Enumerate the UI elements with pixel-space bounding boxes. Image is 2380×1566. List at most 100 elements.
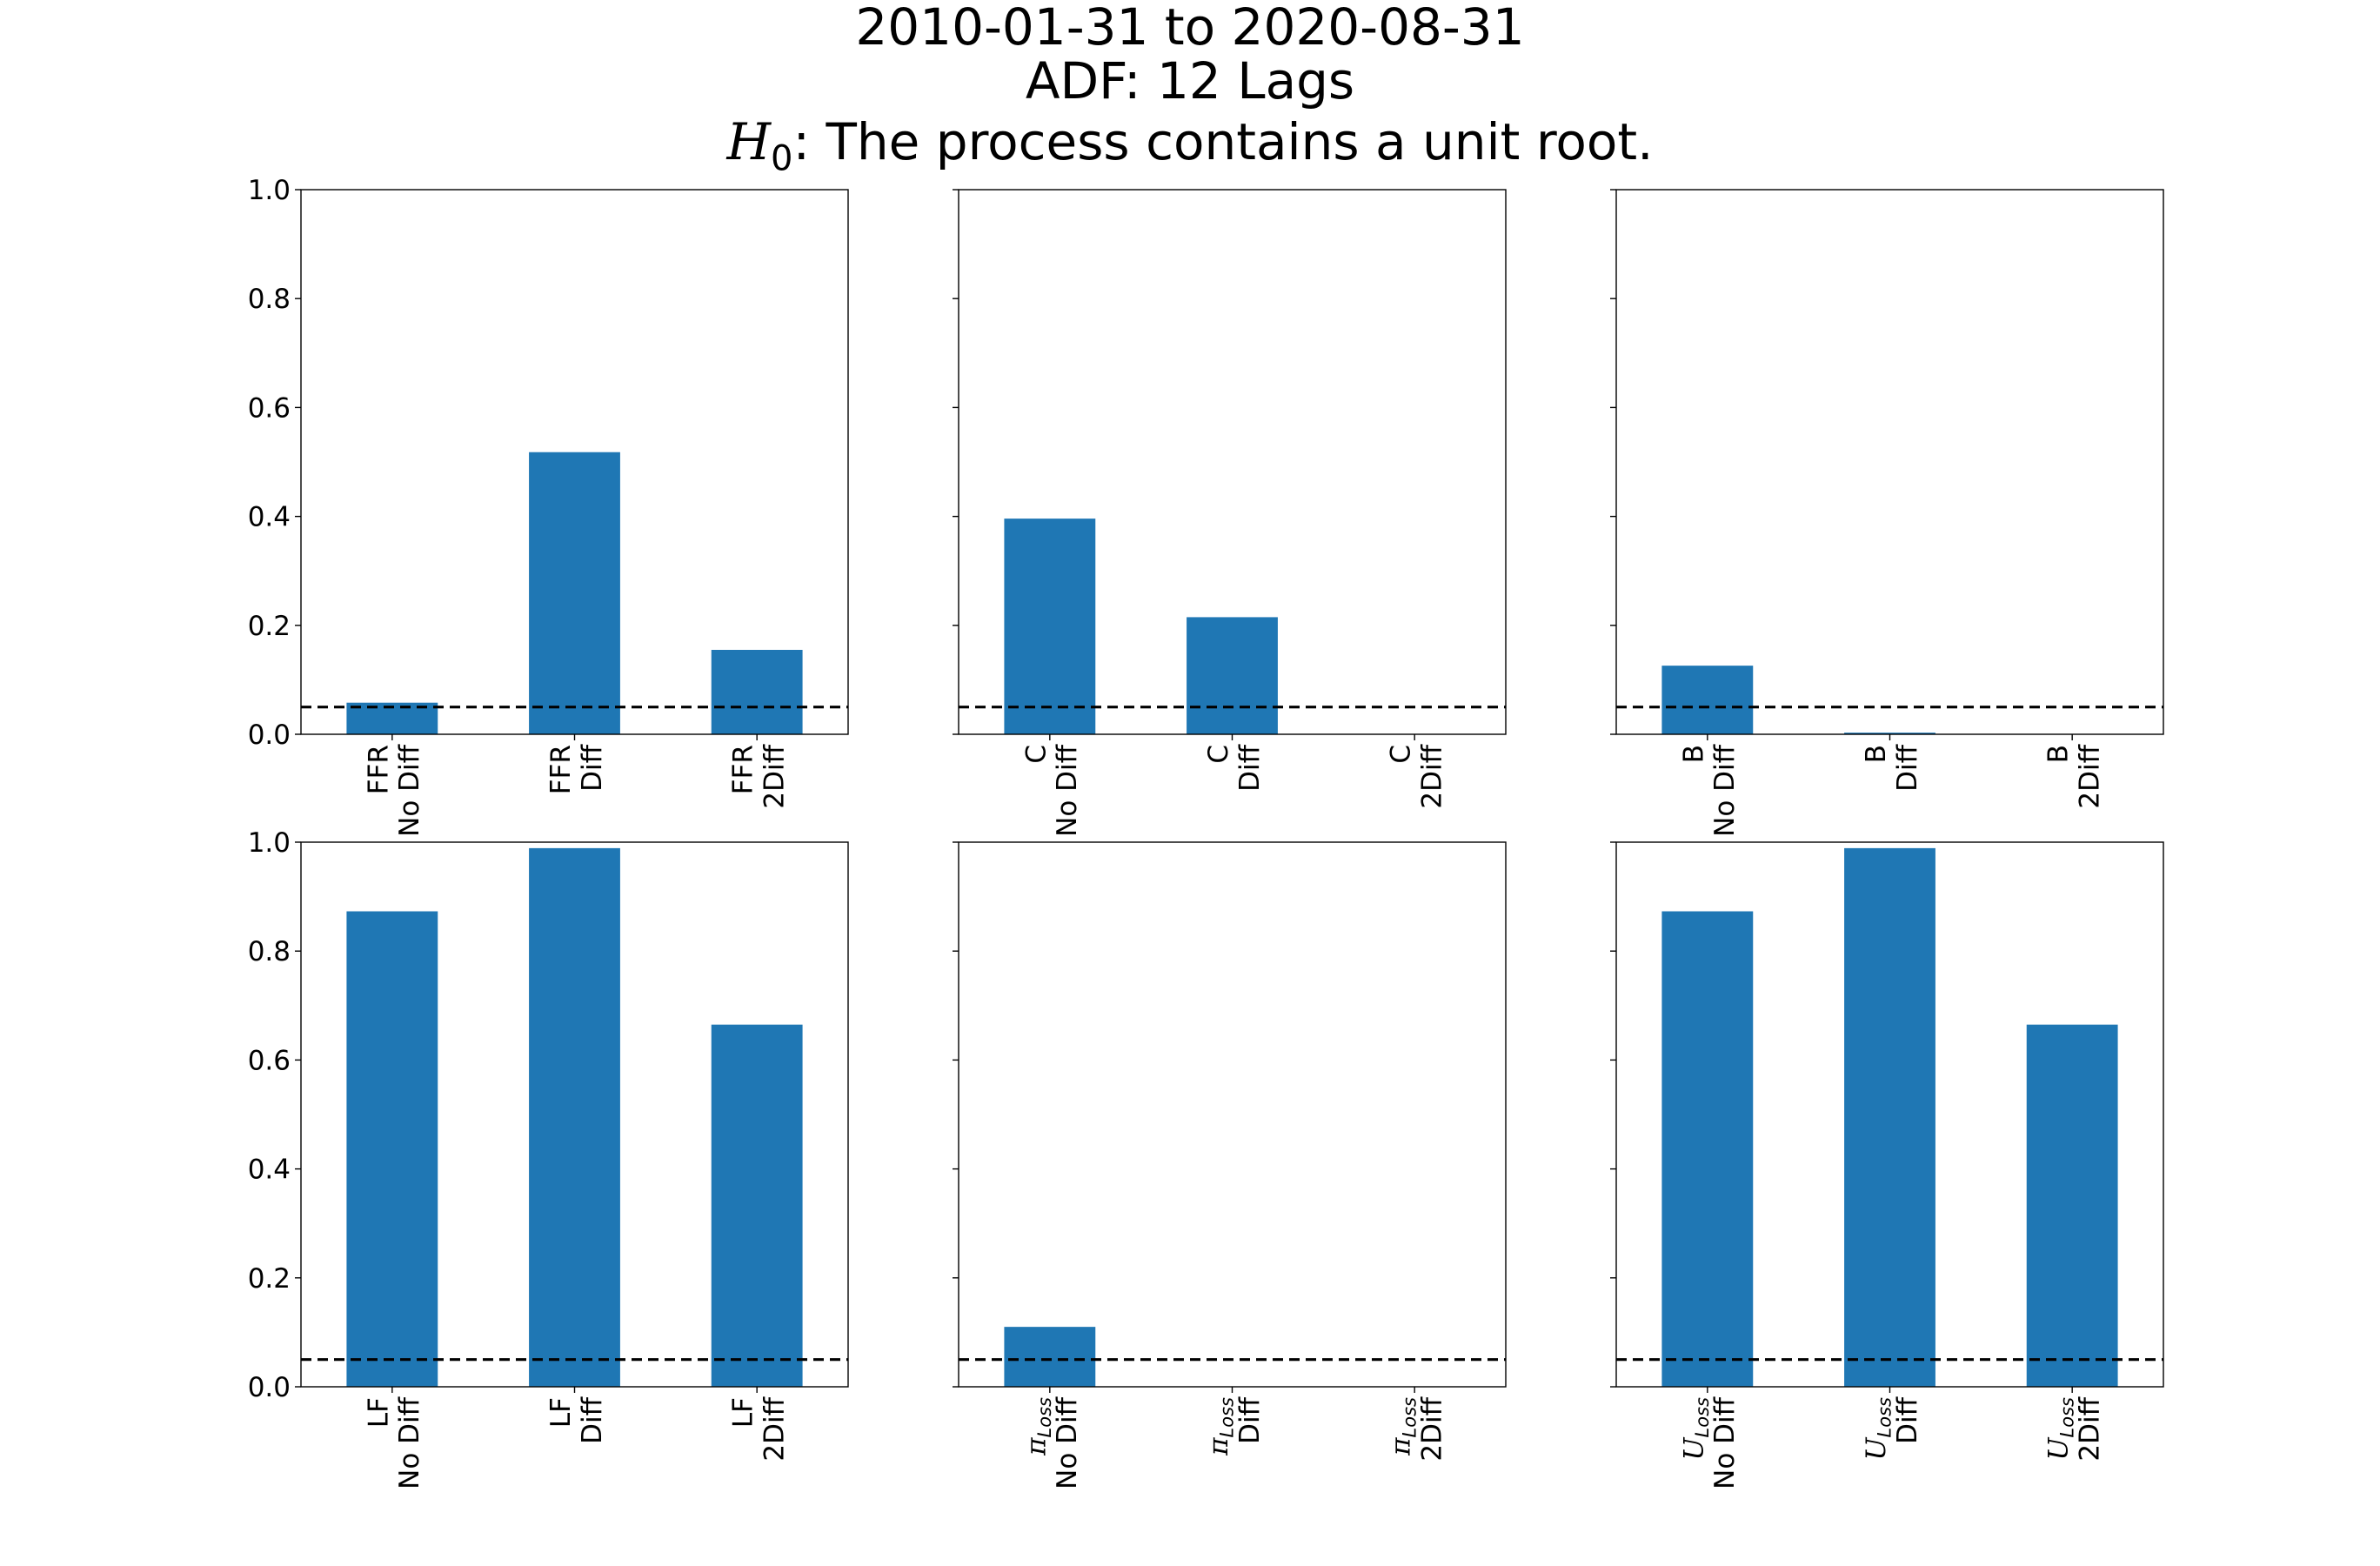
x-tick-label: LFNo Diff — [363, 1396, 425, 1489]
bar — [1661, 911, 1754, 1387]
x-tick-label-diff: No Diff — [1709, 744, 1741, 836]
x-tick-label: CDiff — [1203, 744, 1266, 791]
x-tick-label: FFRNo Diff — [363, 744, 425, 836]
x-tick-label: ULossDiff — [1861, 1396, 1923, 1460]
x-tick-label-variable: LF — [728, 1397, 759, 1428]
bar — [711, 1024, 803, 1387]
x-tick-label: πLoss2Diff — [1386, 1396, 1448, 1461]
y-tick-label: 0.0 — [248, 1372, 291, 1403]
bar — [711, 649, 803, 734]
x-tick-label: CNo Diff — [1020, 744, 1083, 836]
y-tick-label: 0.8 — [248, 936, 291, 967]
y-tick-label: 0.6 — [248, 392, 291, 424]
variable-subscript: Loss — [1399, 1397, 1420, 1437]
x-tick-label-variable: πLoss — [1386, 1397, 1421, 1456]
x-tick-label-diff: Diff — [577, 1396, 608, 1443]
x-tick-label-variable: LF — [363, 1397, 394, 1428]
y-tick-label: 1.0 — [248, 827, 291, 859]
hypothesis-text: : The process contains a unit root. — [792, 112, 1654, 171]
x-tick-label-variable: B — [1861, 745, 1892, 763]
variable-symbol: U — [1678, 1437, 1709, 1461]
variable-subscript: Loss — [1692, 1397, 1713, 1437]
x-tick-label-diff: No Diff — [394, 1396, 425, 1489]
chart-title-line-3: H0: The process contains a unit root. — [0, 117, 2380, 177]
hypothesis-symbol: H — [726, 112, 772, 171]
x-tick-label-diff: No Diff — [1052, 744, 1083, 836]
x-tick-label-variable: C — [1203, 745, 1234, 764]
variable-subscript: Loss — [1034, 1397, 1055, 1437]
y-tick-label: 0.4 — [248, 502, 291, 533]
variable-symbol: π — [1386, 1437, 1417, 1456]
x-tick-label-diff: No Diff — [394, 744, 425, 836]
variable-symbol: U — [1861, 1437, 1892, 1461]
axes-frame — [1615, 189, 2164, 735]
x-tick-label-variable: FFR — [545, 745, 577, 794]
x-tick-label: ULoss2Diff — [2043, 1396, 2106, 1461]
bar — [529, 847, 620, 1387]
axes-frame — [958, 841, 1507, 1388]
x-tick-label-diff: Diff — [1892, 1396, 1923, 1443]
x-tick-label-diff: 2Diff — [1417, 744, 1448, 808]
bar — [1187, 617, 1278, 734]
x-tick-label-variable: ULoss — [1861, 1397, 1895, 1461]
x-tick-label-diff: 2Diff — [759, 744, 791, 808]
x-tick-label: FFRDiff — [545, 744, 608, 794]
variable-symbol: U — [2043, 1437, 2075, 1461]
x-tick-label: BNo Diff — [1678, 744, 1741, 836]
y-tick-label: 0.8 — [248, 284, 291, 315]
subplot-2: CNo Diff CDiff C2Diff — [953, 189, 1507, 837]
bar — [2026, 1024, 2118, 1387]
x-tick-label-variable: LF — [545, 1397, 577, 1428]
x-tick-label-diff: Diff — [1234, 1396, 1266, 1443]
variable-subscript: Loss — [1875, 1397, 1895, 1437]
bar — [1004, 519, 1096, 734]
x-tick-label-diff: Diff — [1234, 744, 1266, 791]
x-tick-label-diff: Diff — [1892, 744, 1923, 791]
x-tick-label-diff: 2Diff — [1417, 1396, 1448, 1461]
x-tick-label-variable: πLoss — [1203, 1397, 1238, 1456]
x-tick-label-variable: ULoss — [2043, 1397, 2078, 1461]
chart-title-line-2: ADF: 12 Lags — [1025, 51, 1355, 110]
x-tick-label-variable: C — [1020, 745, 1052, 764]
bar — [1661, 666, 1754, 734]
x-tick-label-diff: 2Diff — [2075, 744, 2106, 808]
x-tick-label: πLossNo Diff — [1020, 1396, 1083, 1489]
x-tick-label: LFDiff — [545, 1396, 608, 1443]
y-tick-label: 0.6 — [248, 1045, 291, 1076]
x-tick-label: πLossDiff — [1203, 1396, 1266, 1456]
x-tick-label: BDiff — [1861, 744, 1923, 791]
bar — [1844, 733, 1935, 734]
x-tick-label: FFR2Diff — [728, 744, 791, 808]
x-tick-label-diff: 2Diff — [2075, 1396, 2106, 1461]
x-tick-label-diff: Diff — [577, 744, 608, 791]
chart-title-line-1: 2010-01-31 to 2020-08-31 — [855, 0, 1525, 57]
variable-subscript: Loss — [2056, 1397, 2077, 1437]
y-tick-label: 0.4 — [248, 1154, 291, 1186]
x-tick-label-diff: No Diff — [1709, 1396, 1741, 1489]
x-tick-label: B2Diff — [2043, 744, 2106, 808]
variable-symbol: π — [1203, 1437, 1234, 1456]
x-tick-label-variable: ULoss — [1678, 1397, 1713, 1461]
bar — [1004, 1327, 1096, 1387]
x-tick-label: ULossNo Diff — [1678, 1396, 1741, 1489]
bar — [346, 911, 438, 1387]
x-tick-label-variable: FFR — [728, 745, 759, 794]
bar — [1844, 847, 1935, 1387]
variable-symbol: π — [1020, 1437, 1052, 1456]
hypothesis-subscript: 0 — [771, 138, 793, 179]
x-tick-label-variable: πLoss — [1020, 1397, 1055, 1456]
x-tick-label-diff: 2Diff — [759, 1396, 791, 1461]
x-tick-label: C2Diff — [1386, 744, 1448, 808]
y-tick-label: 0.0 — [248, 719, 291, 751]
x-tick-label-variable: FFR — [363, 745, 394, 794]
subplot-3: BNo Diff BDiff B2Diff — [1610, 189, 2164, 837]
x-tick-label-variable: B — [2043, 745, 2075, 763]
variable-subscript: Loss — [1217, 1397, 1238, 1437]
y-tick-label: 1.0 — [248, 175, 291, 206]
